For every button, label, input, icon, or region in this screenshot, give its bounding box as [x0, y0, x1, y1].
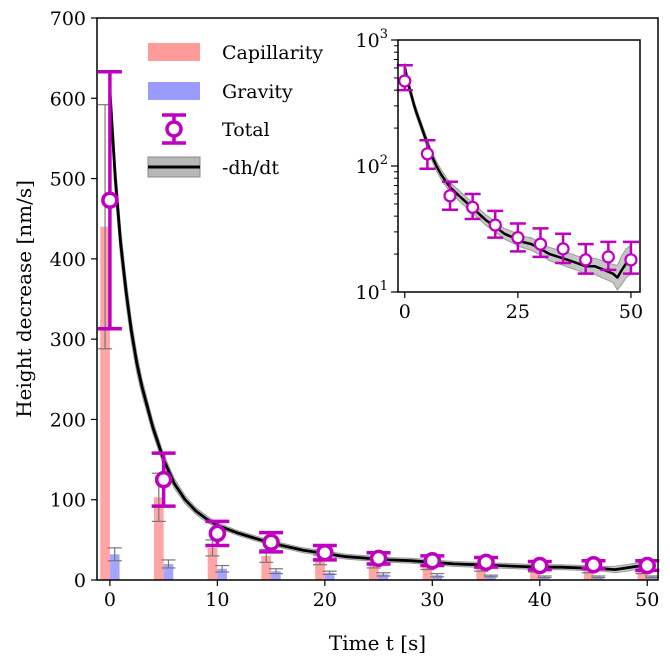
inset-total-point	[556, 242, 570, 256]
x-tick-label: 30	[420, 589, 444, 611]
total-point	[477, 553, 495, 572]
gravity-bar	[271, 571, 281, 580]
main-axes-frame	[96, 17, 659, 581]
capillarity-bar	[153, 497, 164, 580]
inset-total-point	[624, 253, 638, 267]
capillarity-bar	[261, 555, 272, 580]
inset-total-point	[466, 200, 480, 214]
x-tick-label: 40	[528, 589, 552, 611]
total-point	[423, 551, 442, 570]
inset-y-tick-label: 102	[356, 153, 388, 178]
legend: Capillarity Gravity Total -dh/dt	[147, 42, 323, 179]
total-point	[584, 555, 603, 574]
gravity-bar	[378, 574, 389, 580]
y-tick-label: 700	[50, 8, 86, 30]
gravity-bar	[217, 568, 228, 580]
x-axis-label: Time t [s]	[329, 631, 426, 655]
gravity-bar	[486, 575, 496, 580]
gravity-bar	[593, 576, 604, 580]
capillarity-bar	[207, 547, 218, 580]
capillarity-bar	[476, 567, 487, 580]
inset-y-tick-exponent: 1	[380, 279, 388, 294]
legend-total-label: Total	[222, 119, 270, 141]
legend-capillarity-label: Capillarity	[222, 42, 323, 64]
y-tick-label: 300	[50, 329, 86, 351]
inset-y-tick-base: 10	[356, 30, 380, 52]
x-tick-label: 50	[635, 589, 659, 611]
gravity-bar	[163, 563, 174, 580]
inset-total-point	[601, 250, 615, 264]
inset-total-point	[443, 189, 457, 203]
inset-y-tick-base: 10	[356, 282, 380, 304]
legend-gravity-swatch	[148, 82, 200, 100]
gravity-bar	[432, 575, 442, 580]
legend-total-marker	[165, 120, 183, 138]
inset-y-tick-base: 10	[356, 156, 380, 178]
total-point	[369, 549, 388, 568]
capillarity-bar	[100, 226, 110, 580]
capillarity-bar	[422, 566, 433, 580]
y-tick-label: 100	[50, 490, 86, 512]
dhdt-line	[108, 90, 648, 571]
gravity-bar	[647, 576, 657, 580]
legend-gravity-label: Gravity	[222, 81, 293, 103]
total-point	[531, 556, 549, 575]
total-point	[208, 524, 227, 543]
legend-capillarity-swatch	[148, 43, 200, 61]
capillarity-bar	[530, 569, 540, 580]
y-tick-label: 200	[50, 409, 86, 431]
total-point	[101, 191, 119, 209]
inset-x-tick-label: 50	[619, 301, 643, 323]
inset-y-tick-exponent: 3	[380, 27, 388, 42]
y-tick-label: 400	[50, 249, 86, 271]
total-point	[638, 556, 657, 575]
x-tick-label: 10	[205, 589, 229, 611]
capillarity-bar	[368, 563, 379, 580]
y-tick-label: 600	[50, 88, 86, 110]
inset-y-tick-exponent: 2	[380, 153, 388, 168]
inset-total-point	[511, 231, 525, 245]
x-tick-label: 20	[313, 589, 337, 611]
inset-y-tick-label: 101	[356, 279, 388, 304]
capillarity-bar	[315, 559, 325, 580]
total-point	[262, 533, 280, 552]
legend-dhdt-label: -dh/dt	[222, 157, 279, 179]
y-axis-label: Height decrease [nm/s]	[12, 180, 36, 418]
inset-x-tick-label: 25	[506, 301, 530, 323]
inset-x-tick-label: 0	[399, 301, 411, 323]
inset-total-point	[420, 147, 435, 161]
inset-total-point	[488, 218, 502, 232]
capillarity-bar	[583, 570, 594, 580]
gravity-bar	[324, 572, 335, 580]
total-point	[316, 543, 334, 562]
total-point	[154, 470, 173, 489]
x-tick-label: 0	[104, 589, 116, 611]
gravity-bar	[539, 576, 550, 580]
inset-total-point	[533, 237, 548, 251]
y-tick-label: 0	[74, 570, 86, 592]
y-tick-label: 500	[50, 169, 86, 191]
gravity-bar	[109, 554, 120, 580]
inset-total-point	[398, 74, 412, 88]
capillarity-bar	[637, 571, 648, 580]
inset-y-tick-label: 103	[356, 27, 388, 52]
inset-total-point	[579, 253, 593, 267]
